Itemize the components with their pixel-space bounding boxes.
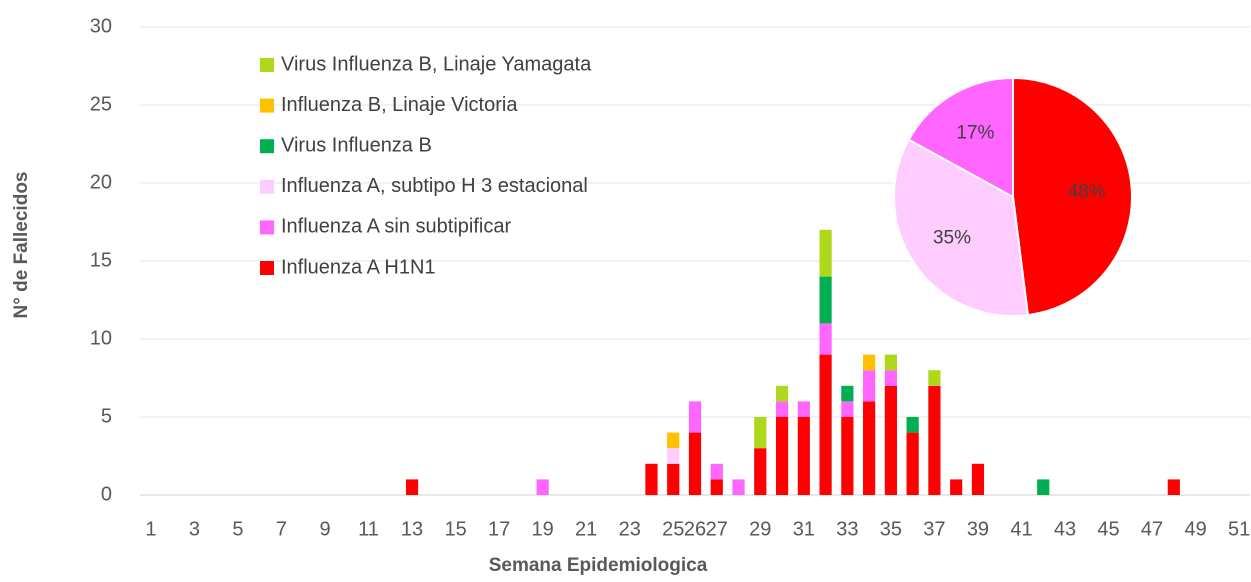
bar-segment <box>1167 479 1180 495</box>
x-tick-label: 1 <box>145 518 156 540</box>
x-tick-label: 37 <box>923 518 945 540</box>
legend-label: Influenza A, subtipo H 3 estacional <box>281 175 588 197</box>
bar-segment <box>928 385 941 495</box>
pie-label: 35% <box>933 227 971 248</box>
x-tick-label: 25 <box>662 518 684 540</box>
x-tick-label: 21 <box>575 518 597 540</box>
x-tick-label: 29 <box>749 518 771 540</box>
x-tick-label: 49 <box>1184 518 1206 540</box>
y-tick-label: 20 <box>90 171 112 193</box>
pie-slice <box>893 138 1030 317</box>
bar-segment <box>536 479 549 495</box>
x-tick-label: 5 <box>232 518 243 540</box>
x-tick-label: 35 <box>880 518 902 540</box>
bar-segment <box>819 354 832 495</box>
legend-label: Virus Influenza B, Linaje Yamagata <box>281 53 592 75</box>
y-tick-label: 5 <box>101 405 112 427</box>
x-tick-label: 45 <box>1097 518 1119 540</box>
x-tick-label: 13 <box>401 518 423 540</box>
legend-swatch <box>260 179 274 194</box>
bar-segment <box>950 479 963 495</box>
y-tick-label: 15 <box>90 249 112 271</box>
bar-segment <box>971 463 985 495</box>
x-tick-label: 43 <box>1054 518 1076 540</box>
bar-segment <box>710 463 723 480</box>
bar-segment <box>884 354 897 371</box>
x-tick-label: 19 <box>532 518 554 540</box>
bar-segment <box>405 479 419 495</box>
bar-segment <box>841 417 854 495</box>
x-tick-label: 23 <box>619 518 641 540</box>
bar-segment <box>688 401 702 433</box>
bar-segment <box>863 401 876 495</box>
x-tick-label: 41 <box>1010 518 1032 540</box>
legend-label: Influenza B, Linaje Victoria <box>281 94 518 116</box>
pie-label: 17% <box>956 123 994 144</box>
y-tick-label: 10 <box>90 327 112 349</box>
y-tick-label: 25 <box>90 93 112 115</box>
bar-segment <box>667 448 680 464</box>
bar-segment <box>928 370 941 386</box>
bar-segment <box>797 417 810 495</box>
bar-segment <box>667 463 680 495</box>
bar-segment <box>906 417 919 433</box>
bar-segment <box>775 401 789 417</box>
legend-label: Influenza A H1N1 <box>281 256 436 278</box>
y-tick-label: 0 <box>101 483 112 505</box>
bar-segment <box>775 417 789 495</box>
legend-swatch <box>260 58 274 72</box>
x-tick-label: 7 <box>276 518 287 540</box>
x-tick-label: 15 <box>444 518 466 540</box>
pie-slice <box>907 76 1014 199</box>
bar-segment <box>841 401 854 417</box>
bar-segment <box>775 385 789 402</box>
bar-segment <box>754 417 767 449</box>
bar-segment <box>645 463 658 495</box>
y-tick-label: 30 <box>90 15 112 37</box>
bar-segment <box>841 385 854 402</box>
bar-segment <box>863 354 876 371</box>
legend-label: Virus Influenza B <box>281 134 432 156</box>
x-tick-label: 47 <box>1141 518 1163 540</box>
x-tick-label: 9 <box>319 518 330 540</box>
bar-segment <box>906 432 919 495</box>
bar-segment <box>667 432 680 449</box>
bar-segment <box>884 370 897 386</box>
bar-segment <box>819 323 832 355</box>
bar-segment <box>884 385 897 495</box>
legend-swatch <box>260 98 274 113</box>
pie-label: 48% <box>1068 181 1106 202</box>
bar-segment <box>1037 479 1050 495</box>
x-axis-title: Semana Epidemiologica <box>489 555 708 576</box>
legend-swatch <box>260 261 274 275</box>
x-tick-label: 3 <box>189 518 200 540</box>
bar-segment <box>710 479 723 495</box>
x-tick-label: 39 <box>967 518 989 540</box>
y-axis-title: N° de Fallecidos <box>11 172 32 319</box>
x-tick-label: 17 <box>488 518 510 540</box>
x-tick-label: 33 <box>836 518 858 540</box>
x-tick-label: 27 <box>706 518 728 540</box>
pie-slice <box>1012 76 1133 317</box>
bar-segment <box>863 370 876 402</box>
bar-segment <box>688 432 702 495</box>
bar-segment <box>819 229 832 277</box>
bar-segment <box>754 448 767 495</box>
bar-segment <box>819 276 832 324</box>
legend-swatch <box>260 139 274 154</box>
x-tick-label: 11 <box>358 518 379 540</box>
legend-swatch <box>260 220 274 235</box>
x-tick-label: 26 <box>684 518 706 540</box>
x-tick-label: 31 <box>793 518 815 540</box>
bar-segment <box>732 479 745 495</box>
bar-segment <box>797 401 810 417</box>
legend-label: Influenza A sin subtipificar <box>281 216 511 238</box>
x-tick-label: 51 <box>1228 518 1250 540</box>
